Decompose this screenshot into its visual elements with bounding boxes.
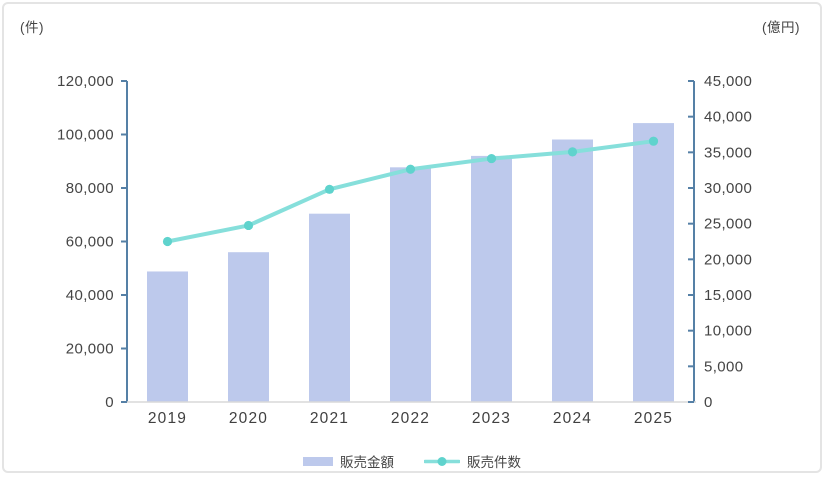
- bar-2024: [552, 139, 593, 402]
- bar-series-swatch: [303, 456, 333, 466]
- bar-2025: [633, 123, 674, 402]
- bar-2023: [471, 155, 512, 402]
- left-axis-tick-label: 100,000: [57, 127, 114, 144]
- line-marker-2025: [648, 136, 659, 146]
- bar-2019: [147, 271, 188, 402]
- right-axis-tick-label: 45,000: [704, 73, 752, 90]
- left-axis-tick-label: 60,000: [66, 234, 114, 251]
- right-axis-tick-label: 20,000: [704, 251, 752, 268]
- legend-label-sales-count: 販売件数: [467, 455, 521, 470]
- x-axis-label-2020: 2020: [229, 410, 268, 427]
- left-axis-tick-label: 40,000: [66, 287, 114, 304]
- right-axis-tick-label: 0: [704, 394, 713, 411]
- left-axis-unit-label: (件): [20, 20, 44, 35]
- left-axis-tick-label: 0: [105, 394, 114, 411]
- right-axis-tick-label: 10,000: [704, 323, 752, 340]
- line-marker-2021: [324, 184, 335, 194]
- right-axis-tick-label: 25,000: [704, 216, 752, 233]
- left-axis-tick-label: 20,000: [66, 341, 114, 358]
- chart-card: (件) (億円) 0 20,000 40,000 60,000 80,000 100,00…: [2, 2, 822, 473]
- x-axis-label-2025: 2025: [634, 410, 673, 427]
- axes-group: [121, 80, 696, 403]
- legend-label-sales-amount: 販売金額: [340, 455, 394, 470]
- x-axis-label-2021: 2021: [310, 410, 349, 427]
- bar-2020: [228, 252, 269, 402]
- x-axis-label-2023: 2023: [472, 410, 511, 427]
- right-axis-tick-label: 35,000: [704, 144, 752, 161]
- bar-2021: [309, 213, 350, 402]
- x-axis-label-2024: 2024: [553, 410, 592, 427]
- bar-series-group: [147, 123, 674, 402]
- chart-legend: 販売金額 販売件数: [4, 451, 820, 471]
- axis-labels-group: 0 20,000 40,000 60,000 80,000 100,000 120,000 0…: [57, 73, 752, 427]
- right-axis-tick-label: 30,000: [704, 180, 752, 197]
- line-marker-2023: [486, 153, 497, 164]
- line-series-group: [162, 136, 659, 247]
- x-axis-label-2019: 2019: [148, 410, 187, 427]
- line-marker-2019: [162, 236, 173, 247]
- line-marker-2024: [567, 147, 578, 157]
- line-marker-2022: [405, 164, 416, 174]
- right-axis-tick-label: 15,000: [704, 287, 752, 304]
- left-axis-tick-label: 120,000: [57, 73, 114, 90]
- combo-chart-plot: 0 20,000 40,000 60,000 80,000 100,000 120,000 0…: [57, 73, 752, 427]
- left-axis-tick-label: 80,000: [66, 180, 114, 197]
- line-marker-2020: [243, 220, 254, 231]
- line-series-swatch: [424, 456, 460, 466]
- bar-2022: [390, 167, 431, 402]
- right-axis-tick-label: 5,000: [704, 358, 744, 375]
- legend-item-sales-count: 販売件数: [424, 451, 521, 471]
- x-axis-label-2022: 2022: [391, 410, 430, 427]
- legend-item-sales-amount: 販売金額: [303, 451, 394, 471]
- right-axis-tick-label: 40,000: [704, 109, 752, 126]
- right-axis-unit-label: (億円): [762, 20, 800, 35]
